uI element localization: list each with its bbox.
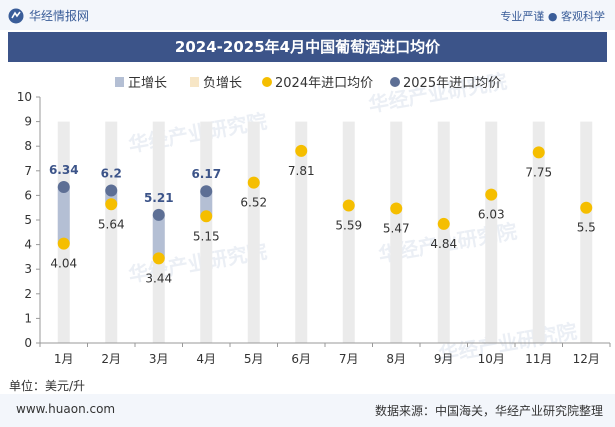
legend-label: 负增长 xyxy=(203,76,242,91)
legend-label: 2025年进口均价 xyxy=(403,76,501,91)
data-source: 数据来源：中国海关，华经产业研究院整理 xyxy=(374,404,603,418)
point-2025 xyxy=(105,184,118,197)
column-background xyxy=(390,121,403,343)
data-label-2024: 5.64 xyxy=(98,217,125,231)
data-label-2024: 3.44 xyxy=(145,271,172,285)
chart: 华经产业研究院华经产业研究院华经产业研究院华经产业研究院华经产业研究院正增长负增… xyxy=(17,69,611,367)
legend-marker-2 xyxy=(262,77,272,87)
y-tick-label: 2 xyxy=(24,287,32,301)
x-tick-label: 5月 xyxy=(244,352,264,366)
column-background xyxy=(532,121,545,343)
legend-swatch-0 xyxy=(115,77,124,87)
column-background xyxy=(295,121,308,343)
data-label-2025: 5.21 xyxy=(144,191,174,205)
legend-label: 2024年进口均价 xyxy=(275,76,373,91)
data-label-2024: 7.81 xyxy=(288,164,315,178)
point-2024 xyxy=(152,252,165,265)
data-label-2024: 5.15 xyxy=(193,229,220,243)
column-background xyxy=(342,121,355,343)
x-tick-label: 9月 xyxy=(434,352,454,366)
column-background xyxy=(485,121,498,343)
x-tick-label: 2月 xyxy=(101,352,121,366)
point-2024 xyxy=(437,217,450,230)
x-tick-label: 12月 xyxy=(573,352,600,366)
point-2024 xyxy=(295,144,308,157)
legend-marker-3 xyxy=(390,77,400,87)
site-url: www.huaon.com xyxy=(16,402,116,416)
point-2024 xyxy=(580,201,593,214)
point-2024 xyxy=(485,188,498,201)
column-background xyxy=(580,121,593,343)
legend-swatch-1 xyxy=(190,77,199,87)
point-2024 xyxy=(342,199,355,212)
brand: 华经情报网 xyxy=(8,7,89,24)
column-background xyxy=(200,121,213,343)
y-tick-label: 6 xyxy=(24,188,32,202)
data-label-2024: 5.59 xyxy=(335,218,362,232)
data-label-2024: 5.5 xyxy=(577,221,596,235)
column-background xyxy=(247,121,260,343)
x-tick-label: 6月 xyxy=(291,352,311,366)
y-tick-label: 9 xyxy=(24,115,32,129)
column-background xyxy=(105,121,118,343)
unit-label: 单位：美元/升 xyxy=(9,379,86,393)
x-tick-label: 7月 xyxy=(339,352,359,366)
data-label-2024: 6.03 xyxy=(478,208,505,222)
x-tick-label: 4月 xyxy=(196,352,216,366)
point-2025 xyxy=(200,185,213,198)
top-bar: 华经情报网 专业严谨 ● 客观科学 xyxy=(0,0,615,30)
chart-title: 2024-2025年4月中国葡萄酒进口均价 xyxy=(8,32,607,62)
data-label-2025: 6.34 xyxy=(49,163,79,177)
y-tick-label: 0 xyxy=(24,336,32,350)
legend-label: 正增长 xyxy=(128,76,167,91)
data-label-2024: 4.84 xyxy=(430,237,457,251)
y-tick-label: 5 xyxy=(24,213,32,227)
x-tick-label: 3月 xyxy=(149,352,169,366)
y-tick-label: 7 xyxy=(24,164,32,178)
tagline: 专业严谨 ● 客观科学 xyxy=(500,10,605,23)
column-background xyxy=(437,121,450,343)
positive-growth-bar xyxy=(57,187,70,244)
x-tick-label: 10月 xyxy=(478,352,505,366)
data-label-2024: 7.75 xyxy=(525,165,552,179)
positive-growth-bar xyxy=(200,191,213,217)
x-tick-label: 8月 xyxy=(386,352,406,366)
point-2025 xyxy=(57,181,70,194)
data-label-2024: 6.52 xyxy=(240,196,267,210)
y-tick-label: 10 xyxy=(17,90,32,104)
x-tick-label: 1月 xyxy=(54,352,74,366)
point-2024 xyxy=(247,176,260,189)
y-tick-label: 1 xyxy=(24,311,32,325)
y-tick-label: 4 xyxy=(24,238,32,252)
brand-logo-icon xyxy=(8,8,24,23)
point-2024 xyxy=(200,210,213,223)
point-2024 xyxy=(105,198,118,211)
point-2025 xyxy=(152,208,165,221)
brand-name: 华经情报网 xyxy=(29,9,90,23)
data-label-2025: 6.2 xyxy=(101,166,122,180)
x-tick-label: 11月 xyxy=(525,352,552,366)
watermark-text: 华经产业研究院 xyxy=(127,109,269,157)
footer: www.huaon.com 数据来源：中国海关，华经产业研究院整理 xyxy=(0,394,615,427)
point-2024 xyxy=(57,237,70,250)
data-label-2025: 6.17 xyxy=(191,167,221,181)
y-tick-label: 3 xyxy=(24,262,32,276)
data-label-2024: 4.04 xyxy=(50,257,77,271)
point-2024 xyxy=(390,202,403,215)
data-label-2024: 5.47 xyxy=(383,221,410,235)
y-tick-label: 8 xyxy=(24,139,32,153)
point-2024 xyxy=(532,146,545,159)
positive-growth-bar xyxy=(152,214,165,259)
